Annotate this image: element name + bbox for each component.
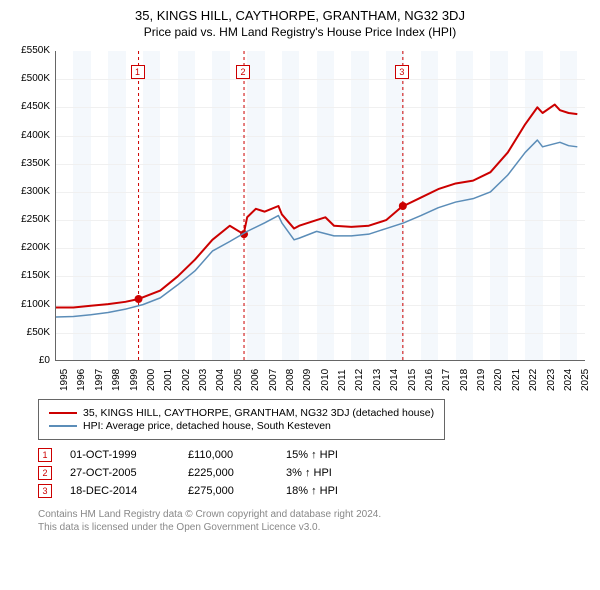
legend-label: HPI: Average price, detached house, Sout… bbox=[83, 420, 331, 432]
x-tick-label: 2013 bbox=[372, 369, 383, 391]
x-tick-label: 2007 bbox=[268, 369, 279, 391]
plot-area bbox=[55, 51, 585, 361]
marker-label: 1 bbox=[131, 65, 145, 79]
x-tick-label: 2003 bbox=[198, 369, 209, 391]
x-tick-label: 2009 bbox=[302, 369, 313, 391]
x-tick-label: 2010 bbox=[320, 369, 331, 391]
y-tick-label: £150K bbox=[2, 270, 50, 281]
legend-swatch bbox=[49, 425, 77, 427]
x-tick-label: 1999 bbox=[129, 369, 140, 391]
x-tick-label: 2004 bbox=[215, 369, 226, 391]
x-tick-label: 1996 bbox=[76, 369, 87, 391]
sale-marker: 3 bbox=[38, 484, 52, 498]
sale-row: 1 01-OCT-1999 £110,000 15% ↑ HPI bbox=[38, 448, 600, 462]
x-tick-label: 1995 bbox=[59, 369, 70, 391]
x-tick-label: 1998 bbox=[111, 369, 122, 391]
page-subtitle: Price paid vs. HM Land Registry's House … bbox=[0, 23, 600, 43]
marker-label: 3 bbox=[395, 65, 409, 79]
x-tick-label: 2006 bbox=[250, 369, 261, 391]
y-tick-label: £50K bbox=[2, 327, 50, 338]
sale-date: 01-OCT-1999 bbox=[70, 449, 170, 461]
sale-price: £225,000 bbox=[188, 467, 268, 479]
chart-svg bbox=[56, 51, 586, 361]
x-tick-label: 2022 bbox=[528, 369, 539, 391]
marker-label: 2 bbox=[236, 65, 250, 79]
sales-list: 1 01-OCT-1999 £110,000 15% ↑ HPI 2 27-OCT-200… bbox=[38, 448, 600, 498]
sale-row: 2 27-OCT-2005 £225,000 3% ↑ HPI bbox=[38, 466, 600, 480]
y-tick-label: £400K bbox=[2, 130, 50, 141]
footer: Contains HM Land Registry data © Crown c… bbox=[38, 508, 600, 534]
x-tick-label: 2001 bbox=[163, 369, 174, 391]
x-tick-label: 2002 bbox=[181, 369, 192, 391]
x-tick-label: 2020 bbox=[493, 369, 504, 391]
sale-row: 3 18-DEC-2014 £275,000 18% ↑ HPI bbox=[38, 484, 600, 498]
page-title: 35, KINGS HILL, CAYTHORPE, GRANTHAM, NG3… bbox=[0, 0, 600, 23]
legend-item: HPI: Average price, detached house, Sout… bbox=[49, 420, 434, 432]
legend-label: 35, KINGS HILL, CAYTHORPE, GRANTHAM, NG3… bbox=[83, 407, 434, 419]
y-tick-label: £350K bbox=[2, 158, 50, 169]
sale-marker: 1 bbox=[38, 448, 52, 462]
y-tick-label: £0 bbox=[2, 355, 50, 366]
x-tick-label: 2021 bbox=[511, 369, 522, 391]
chart: £0 £50K £100K £150K £200K £250K £300K £350K £400… bbox=[0, 43, 600, 393]
sale-diff: 15% ↑ HPI bbox=[286, 449, 386, 461]
x-tick-label: 2015 bbox=[407, 369, 418, 391]
sale-date: 27-OCT-2005 bbox=[70, 467, 170, 479]
x-tick-label: 2012 bbox=[354, 369, 365, 391]
x-tick-label: 2008 bbox=[285, 369, 296, 391]
series-hpi bbox=[56, 140, 577, 317]
x-tick-label: 2011 bbox=[337, 369, 348, 391]
y-tick-label: £300K bbox=[2, 186, 50, 197]
x-tick-label: 2019 bbox=[476, 369, 487, 391]
sale-diff: 3% ↑ HPI bbox=[286, 467, 386, 479]
y-tick-label: £500K bbox=[2, 73, 50, 84]
x-tick-label: 2016 bbox=[424, 369, 435, 391]
legend: 35, KINGS HILL, CAYTHORPE, GRANTHAM, NG3… bbox=[38, 399, 445, 440]
series-property bbox=[56, 105, 577, 308]
x-tick-label: 2024 bbox=[563, 369, 574, 391]
sale-diff: 18% ↑ HPI bbox=[286, 485, 386, 497]
x-tick-label: 2023 bbox=[546, 369, 557, 391]
y-tick-label: £250K bbox=[2, 214, 50, 225]
x-tick-label: 2000 bbox=[146, 369, 157, 391]
legend-item: 35, KINGS HILL, CAYTHORPE, GRANTHAM, NG3… bbox=[49, 407, 434, 419]
sale-date: 18-DEC-2014 bbox=[70, 485, 170, 497]
x-tick-label: 2005 bbox=[233, 369, 244, 391]
y-tick-label: £200K bbox=[2, 242, 50, 253]
y-tick-label: £450K bbox=[2, 101, 50, 112]
x-tick-label: 1997 bbox=[94, 369, 105, 391]
x-tick-label: 2025 bbox=[580, 369, 591, 391]
x-tick-label: 2018 bbox=[459, 369, 470, 391]
y-tick-label: £100K bbox=[2, 299, 50, 310]
y-tick-label: £550K bbox=[2, 45, 50, 56]
x-tick-label: 2017 bbox=[441, 369, 452, 391]
sale-marker: 2 bbox=[38, 466, 52, 480]
sale-price: £110,000 bbox=[188, 449, 268, 461]
footer-line1: Contains HM Land Registry data © Crown c… bbox=[38, 508, 600, 521]
x-tick-label: 2014 bbox=[389, 369, 400, 391]
sale-price: £275,000 bbox=[188, 485, 268, 497]
legend-swatch bbox=[49, 412, 77, 414]
footer-line2: This data is licensed under the Open Gov… bbox=[38, 521, 600, 534]
